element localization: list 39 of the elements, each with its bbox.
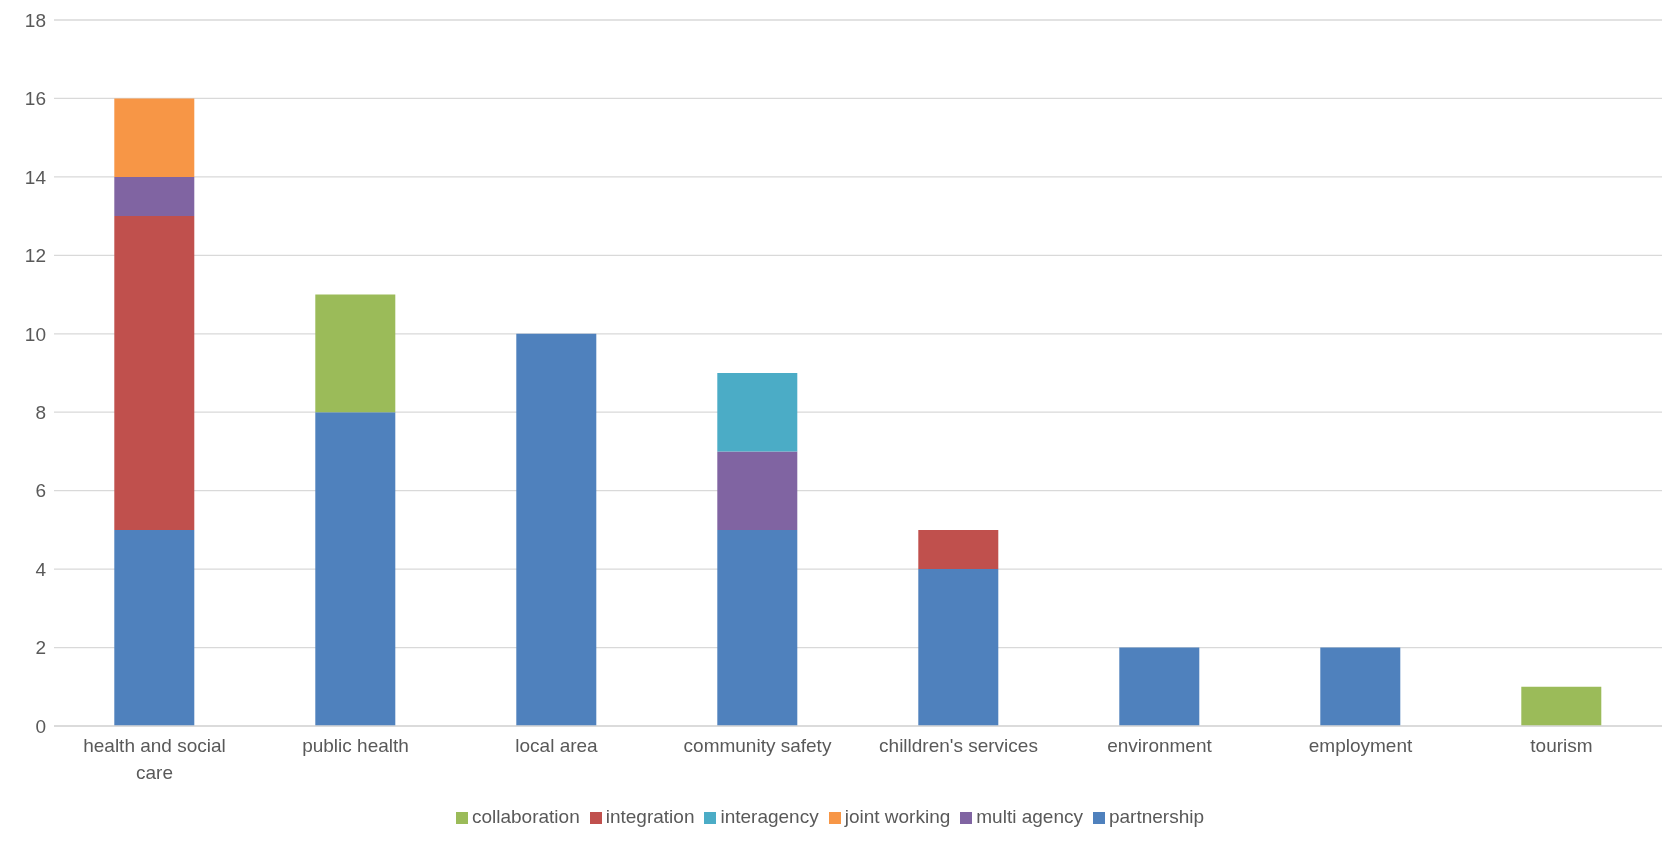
bar — [717, 451, 798, 530]
bar — [918, 529, 999, 570]
legend-label: partnership — [1108, 806, 1205, 827]
bar — [516, 333, 597, 726]
x-tick-label: environment — [1107, 735, 1213, 756]
bar — [114, 529, 195, 726]
bar — [114, 176, 195, 217]
y-tick-label: 18 — [24, 9, 46, 31]
legend-label: collaboration — [471, 806, 580, 827]
bar — [114, 98, 195, 177]
x-tick-label: employment — [1308, 735, 1413, 756]
y-tick-label: 4 — [35, 558, 47, 580]
bar — [918, 569, 999, 726]
bar — [315, 412, 396, 726]
bar — [1119, 647, 1200, 726]
y-tick-label: 6 — [35, 480, 46, 502]
y-tick-label: 12 — [24, 245, 46, 267]
bar — [315, 294, 396, 413]
legend-label: integration — [605, 806, 695, 827]
x-tick-label: community safety — [683, 735, 832, 756]
x-tick-label: local area — [515, 735, 599, 756]
bar — [114, 216, 195, 530]
y-tick-label: 2 — [35, 637, 46, 659]
x-tick-label: chilldren's services — [879, 735, 1038, 756]
y-tick-label: 8 — [35, 401, 46, 423]
x-tick-label: public health — [302, 735, 409, 756]
x-tick-label: tourism — [1530, 735, 1593, 756]
bar — [1521, 686, 1602, 726]
y-tick-label: 16 — [24, 88, 46, 110]
bar — [1320, 647, 1401, 726]
x-tick-label: health and social care — [83, 735, 226, 783]
legend-label: interagency — [720, 806, 819, 827]
y-tick-label: 0 — [35, 715, 46, 737]
bar — [717, 529, 798, 726]
y-tick-label: 14 — [24, 166, 47, 188]
bar — [717, 373, 798, 452]
y-tick-label: 10 — [24, 323, 46, 345]
legend-label: multi agency — [976, 806, 1083, 827]
legend-label: joint working — [844, 806, 951, 827]
